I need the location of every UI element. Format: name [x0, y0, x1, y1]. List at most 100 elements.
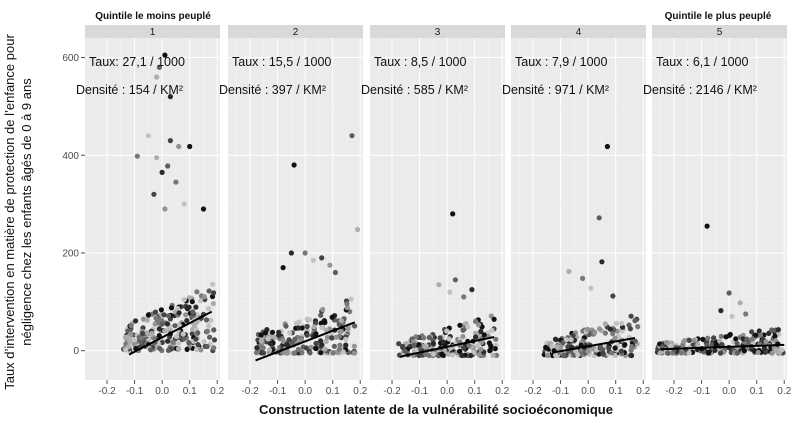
data-point: [695, 342, 701, 348]
facet-strip: [370, 25, 505, 38]
data-point: [659, 344, 665, 350]
data-point: [610, 331, 616, 337]
data-point: [124, 334, 130, 340]
x-tick-label: 0.2: [353, 386, 367, 397]
data-point: [734, 340, 740, 346]
data-point: [705, 350, 712, 356]
x-tick-label: 0.1: [609, 386, 623, 397]
data-point: [545, 352, 551, 359]
trend-line: [660, 343, 785, 351]
data-point-outlier: [469, 287, 475, 293]
data-point: [211, 345, 217, 351]
data-point: [658, 350, 664, 356]
data-point: [343, 342, 349, 348]
data-point: [304, 332, 310, 338]
data-point: [292, 336, 298, 342]
data-point: [191, 321, 197, 327]
data-point: [421, 335, 427, 341]
rate-annotation: Taux : 8,5 / 1000: [374, 55, 466, 69]
data-point: [396, 341, 402, 347]
data-point-outlier: [154, 74, 160, 80]
data-point: [175, 305, 181, 312]
data-point: [319, 342, 325, 348]
facet-strip: [652, 25, 787, 38]
data-point-outlier: [165, 163, 171, 169]
data-point: [254, 345, 260, 351]
x-tick-label: 0.0: [722, 386, 736, 397]
data-point: [337, 329, 343, 335]
data-point: [489, 327, 495, 333]
data-point: [585, 348, 591, 354]
data-point: [322, 319, 328, 326]
data-point: [190, 309, 196, 315]
data-point-outlier: [162, 52, 168, 58]
data-point: [311, 324, 317, 330]
data-point: [619, 328, 625, 334]
y-tick-label: 400: [62, 151, 79, 162]
data-point: [459, 352, 465, 359]
data-point: [176, 340, 182, 346]
data-point: [691, 337, 697, 343]
data-point: [206, 288, 212, 294]
data-point-outlier: [580, 275, 586, 281]
data-point-outlier: [280, 265, 286, 271]
data-point: [619, 320, 625, 326]
data-point: [170, 339, 176, 345]
data-point: [258, 338, 264, 344]
data-point: [763, 339, 769, 345]
data-point: [351, 350, 358, 356]
data-point-outlier: [291, 162, 297, 168]
data-point: [460, 327, 466, 333]
data-point: [773, 347, 779, 354]
data-point-outlier: [187, 143, 193, 150]
data-point: [204, 329, 210, 335]
x-tick-label: -0.1: [126, 386, 144, 397]
data-point: [272, 334, 278, 340]
data-point: [775, 327, 781, 333]
data-point: [210, 281, 216, 287]
trend-line: [400, 336, 495, 358]
data-point: [265, 336, 271, 342]
data-point: [269, 329, 276, 335]
data-point: [553, 352, 559, 358]
data-point: [622, 342, 628, 348]
data-point: [167, 327, 173, 333]
data-point: [413, 334, 419, 340]
data-point: [772, 333, 778, 339]
data-point: [329, 314, 335, 320]
data-point: [318, 312, 324, 318]
x-tick-label: -0.2: [383, 386, 401, 397]
data-point-outlier: [200, 206, 207, 212]
data-point: [195, 330, 201, 336]
data-point: [753, 332, 759, 338]
data-point: [159, 321, 165, 327]
data-point-outlier: [151, 191, 157, 197]
data-point: [165, 347, 172, 353]
data-point-outlier: [610, 293, 616, 299]
facet-strip-label: 4: [576, 27, 582, 38]
data-point: [686, 337, 693, 343]
data-point: [208, 317, 214, 323]
data-point: [267, 341, 274, 347]
data-point: [131, 341, 137, 348]
y-axis-title-line-2: négligence chez les enfants âgés de 0 à …: [19, 78, 34, 346]
data-point: [416, 352, 422, 359]
data-point-outlier: [134, 153, 140, 159]
data-point: [149, 332, 155, 338]
data-point: [744, 336, 750, 342]
data-point: [175, 346, 182, 352]
data-point: [493, 336, 499, 342]
data-point: [162, 328, 168, 334]
data-point: [203, 317, 210, 323]
data-point: [561, 352, 567, 358]
x-tick-label: -0.2: [665, 386, 683, 397]
x-tick-label: 0.2: [777, 386, 791, 397]
data-point: [565, 344, 571, 350]
facet-panel-5: 5 -0.2 -0.1 0.0 0.1 0.2 Taux : 6,1 / 1000 Densi…: [643, 25, 792, 397]
data-point: [155, 317, 161, 323]
data-point: [749, 336, 755, 342]
data-point: [198, 347, 204, 353]
data-point: [430, 341, 436, 347]
data-point: [779, 347, 785, 353]
data-point-outlier: [162, 206, 168, 212]
